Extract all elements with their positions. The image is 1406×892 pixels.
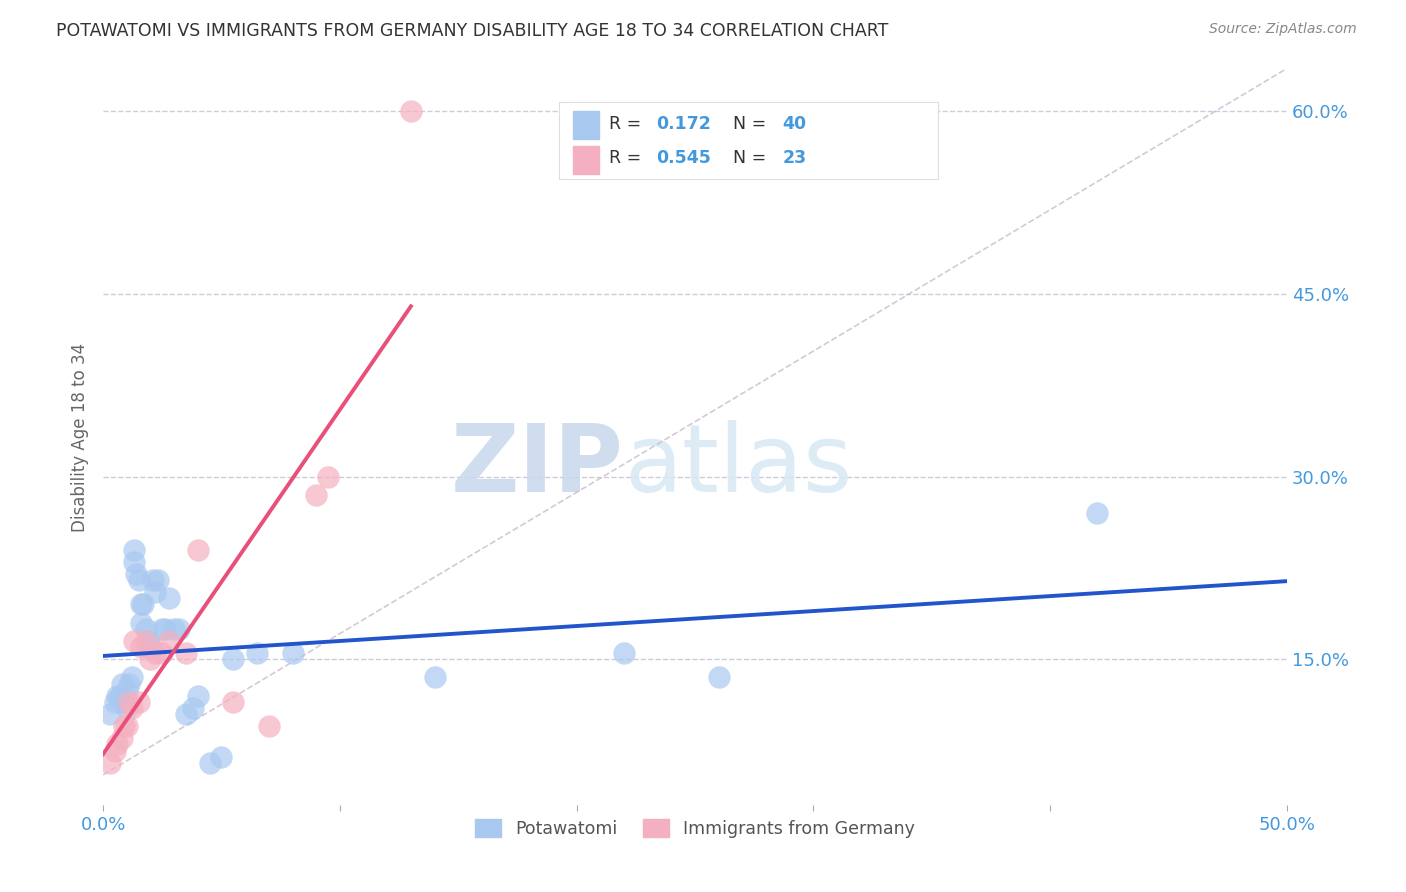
Point (222, 652, 245, 666)
Text: N =: N = (733, 149, 772, 167)
Point (115, 719, 138, 733)
Point (142, 573, 165, 587)
Point (121, 671, 143, 685)
Point (122, 634, 145, 648)
Point (105, 689, 128, 703)
Point (108, 689, 131, 703)
Y-axis label: Disability Age 18 to 34: Disability Age 18 to 34 (72, 343, 89, 532)
Text: R =: R = (609, 149, 647, 167)
Point (1087, 506, 1109, 520)
Point (222, 695, 245, 709)
Point (118, 695, 141, 709)
Text: ZIP: ZIP (451, 420, 624, 512)
Point (139, 640, 162, 654)
Point (135, 634, 157, 648)
Point (128, 573, 150, 587)
Point (105, 738, 128, 752)
Point (316, 469, 339, 483)
Point (122, 542, 145, 557)
Point (305, 488, 328, 502)
Point (104, 695, 127, 709)
Point (150, 646, 173, 660)
Point (139, 652, 162, 666)
Point (115, 701, 138, 715)
Point (281, 646, 304, 660)
Text: 23: 23 (783, 149, 807, 167)
Point (98, 756, 121, 770)
Point (198, 756, 221, 770)
Point (114, 695, 136, 709)
FancyBboxPatch shape (558, 102, 938, 179)
Point (174, 646, 197, 660)
Point (135, 622, 157, 636)
Point (136, 634, 159, 648)
Point (121, 701, 143, 715)
Point (257, 719, 280, 733)
Point (187, 689, 209, 703)
Point (129, 640, 152, 654)
Point (111, 676, 134, 690)
Point (707, 671, 730, 685)
Point (246, 646, 269, 660)
Point (125, 566, 148, 581)
Text: 0.172: 0.172 (657, 115, 711, 133)
Point (613, 646, 636, 660)
Text: Source: ZipAtlas.com: Source: ZipAtlas.com (1209, 22, 1357, 37)
Point (157, 591, 180, 606)
Point (128, 695, 150, 709)
Point (174, 706, 197, 721)
Text: atlas: atlas (624, 420, 852, 512)
Point (143, 646, 166, 660)
Legend: Potawatomi, Immigrants from Germany: Potawatomi, Immigrants from Germany (468, 812, 922, 845)
Point (115, 682, 138, 697)
Point (143, 585, 166, 599)
Point (104, 743, 127, 757)
Point (423, 671, 446, 685)
Point (187, 542, 209, 557)
Point (181, 701, 204, 715)
Point (122, 555, 145, 569)
Point (150, 622, 173, 636)
Point (163, 622, 186, 636)
Text: POTAWATOMI VS IMMIGRANTS FROM GERMANY DISABILITY AGE 18 TO 34 CORRELATION CHART: POTAWATOMI VS IMMIGRANTS FROM GERMANY DI… (56, 22, 889, 40)
Point (211, 749, 233, 764)
Text: 0.545: 0.545 (657, 149, 711, 167)
Point (132, 598, 155, 612)
Point (153, 622, 176, 636)
Bar (574, 111, 599, 138)
Point (114, 719, 136, 733)
Point (111, 731, 134, 746)
Point (98, 706, 121, 721)
Point (118, 676, 141, 690)
Point (157, 634, 180, 648)
Point (129, 615, 152, 630)
Text: N =: N = (733, 115, 772, 133)
Point (399, 104, 422, 119)
Point (129, 598, 152, 612)
Point (167, 622, 190, 636)
Point (146, 573, 169, 587)
Text: 40: 40 (783, 115, 807, 133)
Text: R =: R = (609, 115, 647, 133)
Bar (574, 146, 599, 174)
